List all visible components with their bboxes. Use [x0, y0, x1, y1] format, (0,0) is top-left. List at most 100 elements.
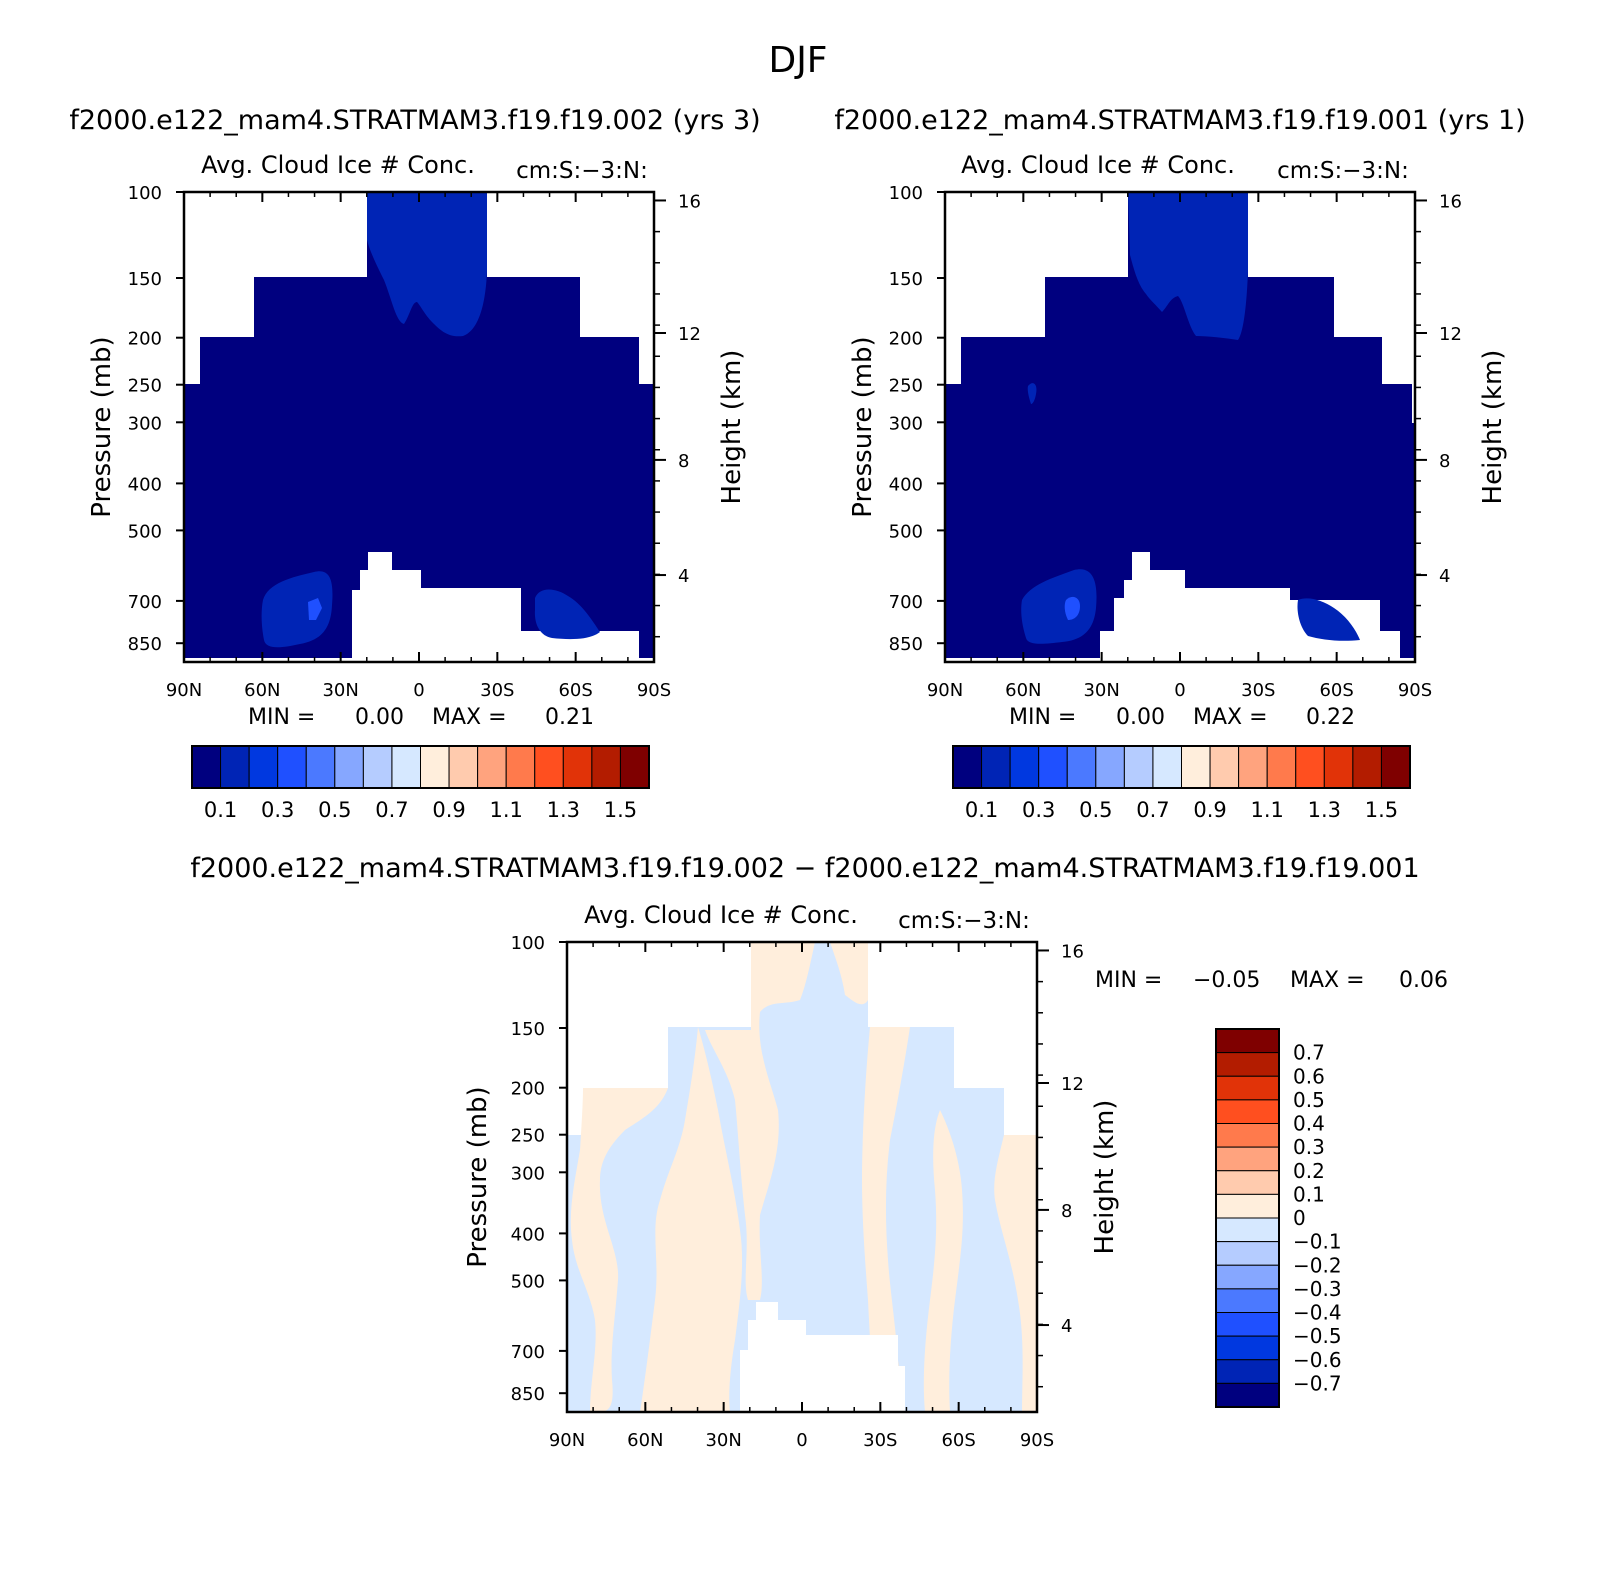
- diff-fill-peach-band-4: [570, 1088, 668, 1412]
- diff-colorbar-box: [1215, 1123, 1280, 1148]
- diff-colorbar-box: [1215, 1382, 1280, 1408]
- diff-fill-white-hole: [740, 1302, 905, 1412]
- case1-colorbar-label: 0.9: [432, 798, 465, 822]
- case2-ytick-label: 150: [889, 269, 923, 290]
- case2-panel: 90N 60N 30N 0 30S 60S 90S 100 150 200 250 300 400 500…: [848, 151, 1508, 822]
- case1-colorbar-label: 0.7: [375, 798, 408, 822]
- diff-ytick-label: 850: [511, 1384, 545, 1405]
- case2-xtick-label: 60N: [1005, 680, 1041, 701]
- case1-ytick-label: 250: [128, 376, 162, 397]
- case1-fill-white-hole: [352, 552, 530, 658]
- diff-title: f2000.e122_mam4.STRATMAM3.f19.f19.002 − …: [190, 853, 1419, 884]
- case2-ytick-label: 200: [889, 329, 923, 350]
- diff-xtick-label: 30S: [863, 1430, 897, 1451]
- case1-ytick-label: 150: [128, 269, 162, 290]
- case2-fill-upper-core: [1128, 192, 1248, 340]
- case2-colorbar-label: 1.5: [1365, 798, 1398, 822]
- case2-colorbar-label: 0.9: [1193, 798, 1226, 822]
- diff-colorbar-box: [1215, 1075, 1280, 1101]
- diff-ytick-label: 100: [511, 933, 545, 954]
- case2-min-value: 0.00: [1116, 705, 1165, 730]
- case2-colorbar-label: 0.1: [965, 798, 998, 822]
- case2-colorbar-box: [981, 745, 1011, 789]
- case2-xtick-label: 30S: [1241, 680, 1275, 701]
- diff-colorbar-box: [1215, 1028, 1280, 1054]
- case2-contour-field: [945, 192, 1415, 658]
- diff-min-value: −0.05: [1193, 968, 1260, 993]
- diff-y2label: Height (km): [1090, 1100, 1120, 1255]
- case2-colorbar-label: 1.1: [1250, 798, 1283, 822]
- diff-colorbar-frame: [1215, 1028, 1280, 1408]
- case1-ytick-label: 850: [128, 634, 162, 655]
- diff-max-label: MAX =: [1290, 968, 1365, 993]
- case1-y2tick-label: 16: [678, 191, 701, 212]
- case2-colorbar-box: [1181, 745, 1211, 789]
- diff-colorbar-box: [1215, 1193, 1280, 1219]
- figure-title: DJF: [768, 40, 827, 81]
- case1-max-label: MAX =: [432, 705, 507, 730]
- diff-colorbar-label: 0.3: [1293, 1135, 1325, 1159]
- case2-colorbar: 0.1 0.3 0.5 0.7 0.9 1.1 1.3 1.5: [952, 745, 1411, 822]
- diff-fill-peach-band-5: [862, 1027, 910, 1412]
- case1-ytick-label: 500: [128, 521, 162, 542]
- case1-colorbar-label: 1.1: [489, 798, 522, 822]
- case2-colorbar-box: [1380, 745, 1411, 789]
- case1-ytick-label: 300: [128, 413, 162, 434]
- diff-ytick-label: 500: [511, 1271, 545, 1292]
- case2-colorbar-box: [1038, 745, 1068, 789]
- case1-panel: 90N 60N 30N 0 30S 60S 90S 100 150 200 250 300 400 500…: [87, 151, 747, 822]
- case1-fill-lowright-blob: [534, 589, 600, 640]
- case1-colorbar-frame: [191, 745, 650, 789]
- diff-colorbar-box: [1215, 1241, 1280, 1266]
- case1-fill-low: [184, 192, 654, 658]
- diff-fill-peach-band-7: [923, 1110, 963, 1412]
- case2-ytick-label: 700: [889, 592, 923, 613]
- diff-fill-peach-band-1: [705, 942, 815, 1300]
- case2-fill-lowleft-core: [1064, 596, 1080, 620]
- diff-colorbar: 0.70.60.50.40.30.20.10−0.1−0.2−0.3−0.4−0…: [1215, 1028, 1342, 1408]
- diff-panel: 90N 60N 30N 0 30S 60S 90S 100 150 200 250 300 400 500…: [463, 901, 1448, 1451]
- case2-colorbar-label: 0.7: [1136, 798, 1169, 822]
- case2-colorbar-box: [1152, 745, 1182, 789]
- diff-colorbar-box: [1215, 1170, 1280, 1195]
- diff-y2tick-label: 12: [1061, 1074, 1084, 1095]
- case2-ylabel: Pressure (mb): [848, 336, 878, 517]
- case2-colorbar-box: [1123, 745, 1154, 789]
- diff-colorbar-label: 0.6: [1293, 1064, 1325, 1088]
- diff-xtick-label: 60S: [941, 1430, 975, 1451]
- case1-colorbar-label: 0.1: [204, 798, 237, 822]
- case1-axes: 90N 60N 30N 0 30S 60S 90S 100 150 200 250 300 400 500…: [128, 183, 701, 701]
- case1-title: f2000.e122_mam4.STRATMAM3.f19.f19.002 (y…: [69, 105, 760, 136]
- case2-units: cm:S:−3:N:: [1277, 158, 1409, 184]
- diff-colorbar-box: [1215, 1264, 1280, 1290]
- case2-ytick-label: 300: [889, 413, 923, 434]
- diff-colorbar-box: [1215, 1312, 1280, 1337]
- case2-colorbar-label: 0.5: [1079, 798, 1112, 822]
- case2-plot-title: Avg. Cloud Ice # Conc.: [961, 151, 1235, 179]
- case1-xtick-label: 60S: [558, 680, 592, 701]
- case2-xtick-label: 0: [1174, 680, 1185, 701]
- case1-colorbar-box: [362, 745, 393, 789]
- case2-fill-small-blob: [1027, 383, 1037, 404]
- case1-colorbar-label: 0.5: [318, 798, 351, 822]
- case2-ytick-label: 500: [889, 521, 923, 542]
- case1-plot-title: Avg. Cloud Ice # Conc.: [201, 151, 475, 179]
- diff-colorbar-box: [1215, 1288, 1280, 1313]
- case1-y2tick-label: 12: [678, 324, 701, 345]
- diff-colorbar-label: 0: [1293, 1206, 1306, 1230]
- diff-y2tick-label: 16: [1061, 941, 1084, 962]
- diff-xtick-label: 90N: [549, 1430, 585, 1451]
- case1-colorbar-label: 1.5: [604, 798, 637, 822]
- case2-colorbar-label: 0.3: [1022, 798, 1055, 822]
- case1-fill-lowleft-blob: [261, 571, 333, 648]
- diff-plot-title: Avg. Cloud Ice # Conc.: [584, 901, 858, 929]
- case1-ytick-label: 200: [128, 329, 162, 350]
- case1-xtick-label: 90S: [637, 680, 671, 701]
- diff-fill-peach-band-3: [640, 1027, 743, 1412]
- diff-colorbar-label: 0.5: [1293, 1088, 1325, 1112]
- case2-fill-lowleft-blob: [1021, 569, 1097, 644]
- diff-xtick-label: 0: [796, 1430, 807, 1451]
- case1-fill-lowleft-core: [308, 598, 322, 620]
- case1-contour-field: [184, 192, 654, 658]
- case1-y2tick-label: 4: [678, 566, 689, 587]
